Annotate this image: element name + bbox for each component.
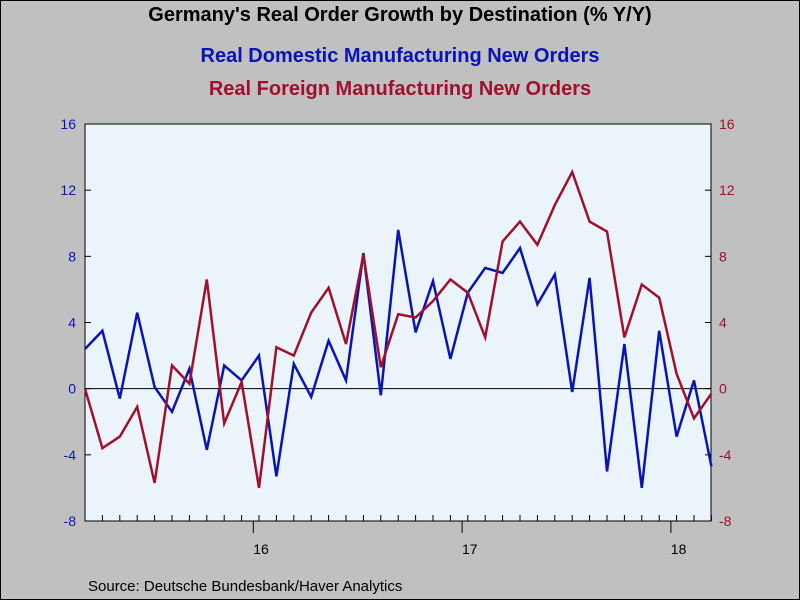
y-tick-label-left: 0	[68, 381, 76, 397]
plot-area	[84, 123, 712, 522]
y-tick-label-left: 16	[60, 116, 76, 132]
y-tick-label-left: 4	[68, 315, 76, 331]
x-tick-label: 17	[462, 541, 478, 557]
y-tick-label-right: -4	[719, 447, 732, 463]
y-tick-label-right: 12	[719, 182, 735, 198]
chart-title: Germany's Real Order Growth by Destinati…	[148, 4, 652, 26]
y-tick-label-left: 12	[60, 182, 76, 198]
legend-domestic: Real Domestic Manufacturing New Orders	[200, 45, 600, 67]
y-tick-label-right: 4	[719, 315, 727, 331]
x-tick-label: 16	[253, 541, 269, 557]
y-tick-label-right: 8	[719, 248, 727, 264]
y-tick-label-left: -8	[64, 513, 77, 529]
source-note: Source: Deutsche Bundesbank/Haver Analyt…	[88, 578, 403, 595]
y-tick-label-left: -4	[64, 447, 77, 463]
y-tick-label-right: 0	[719, 381, 727, 397]
legend-foreign: Real Foreign Manufacturing New Orders	[208, 78, 592, 100]
y-tick-label-right: 16	[719, 116, 735, 132]
domestic-orders-line	[84, 229, 713, 489]
x-tick-label: 18	[671, 541, 687, 557]
y-tick-label-left: 8	[68, 248, 76, 264]
y-tick-label-right: -8	[719, 513, 732, 529]
foreign-orders-line	[83, 168, 713, 489]
